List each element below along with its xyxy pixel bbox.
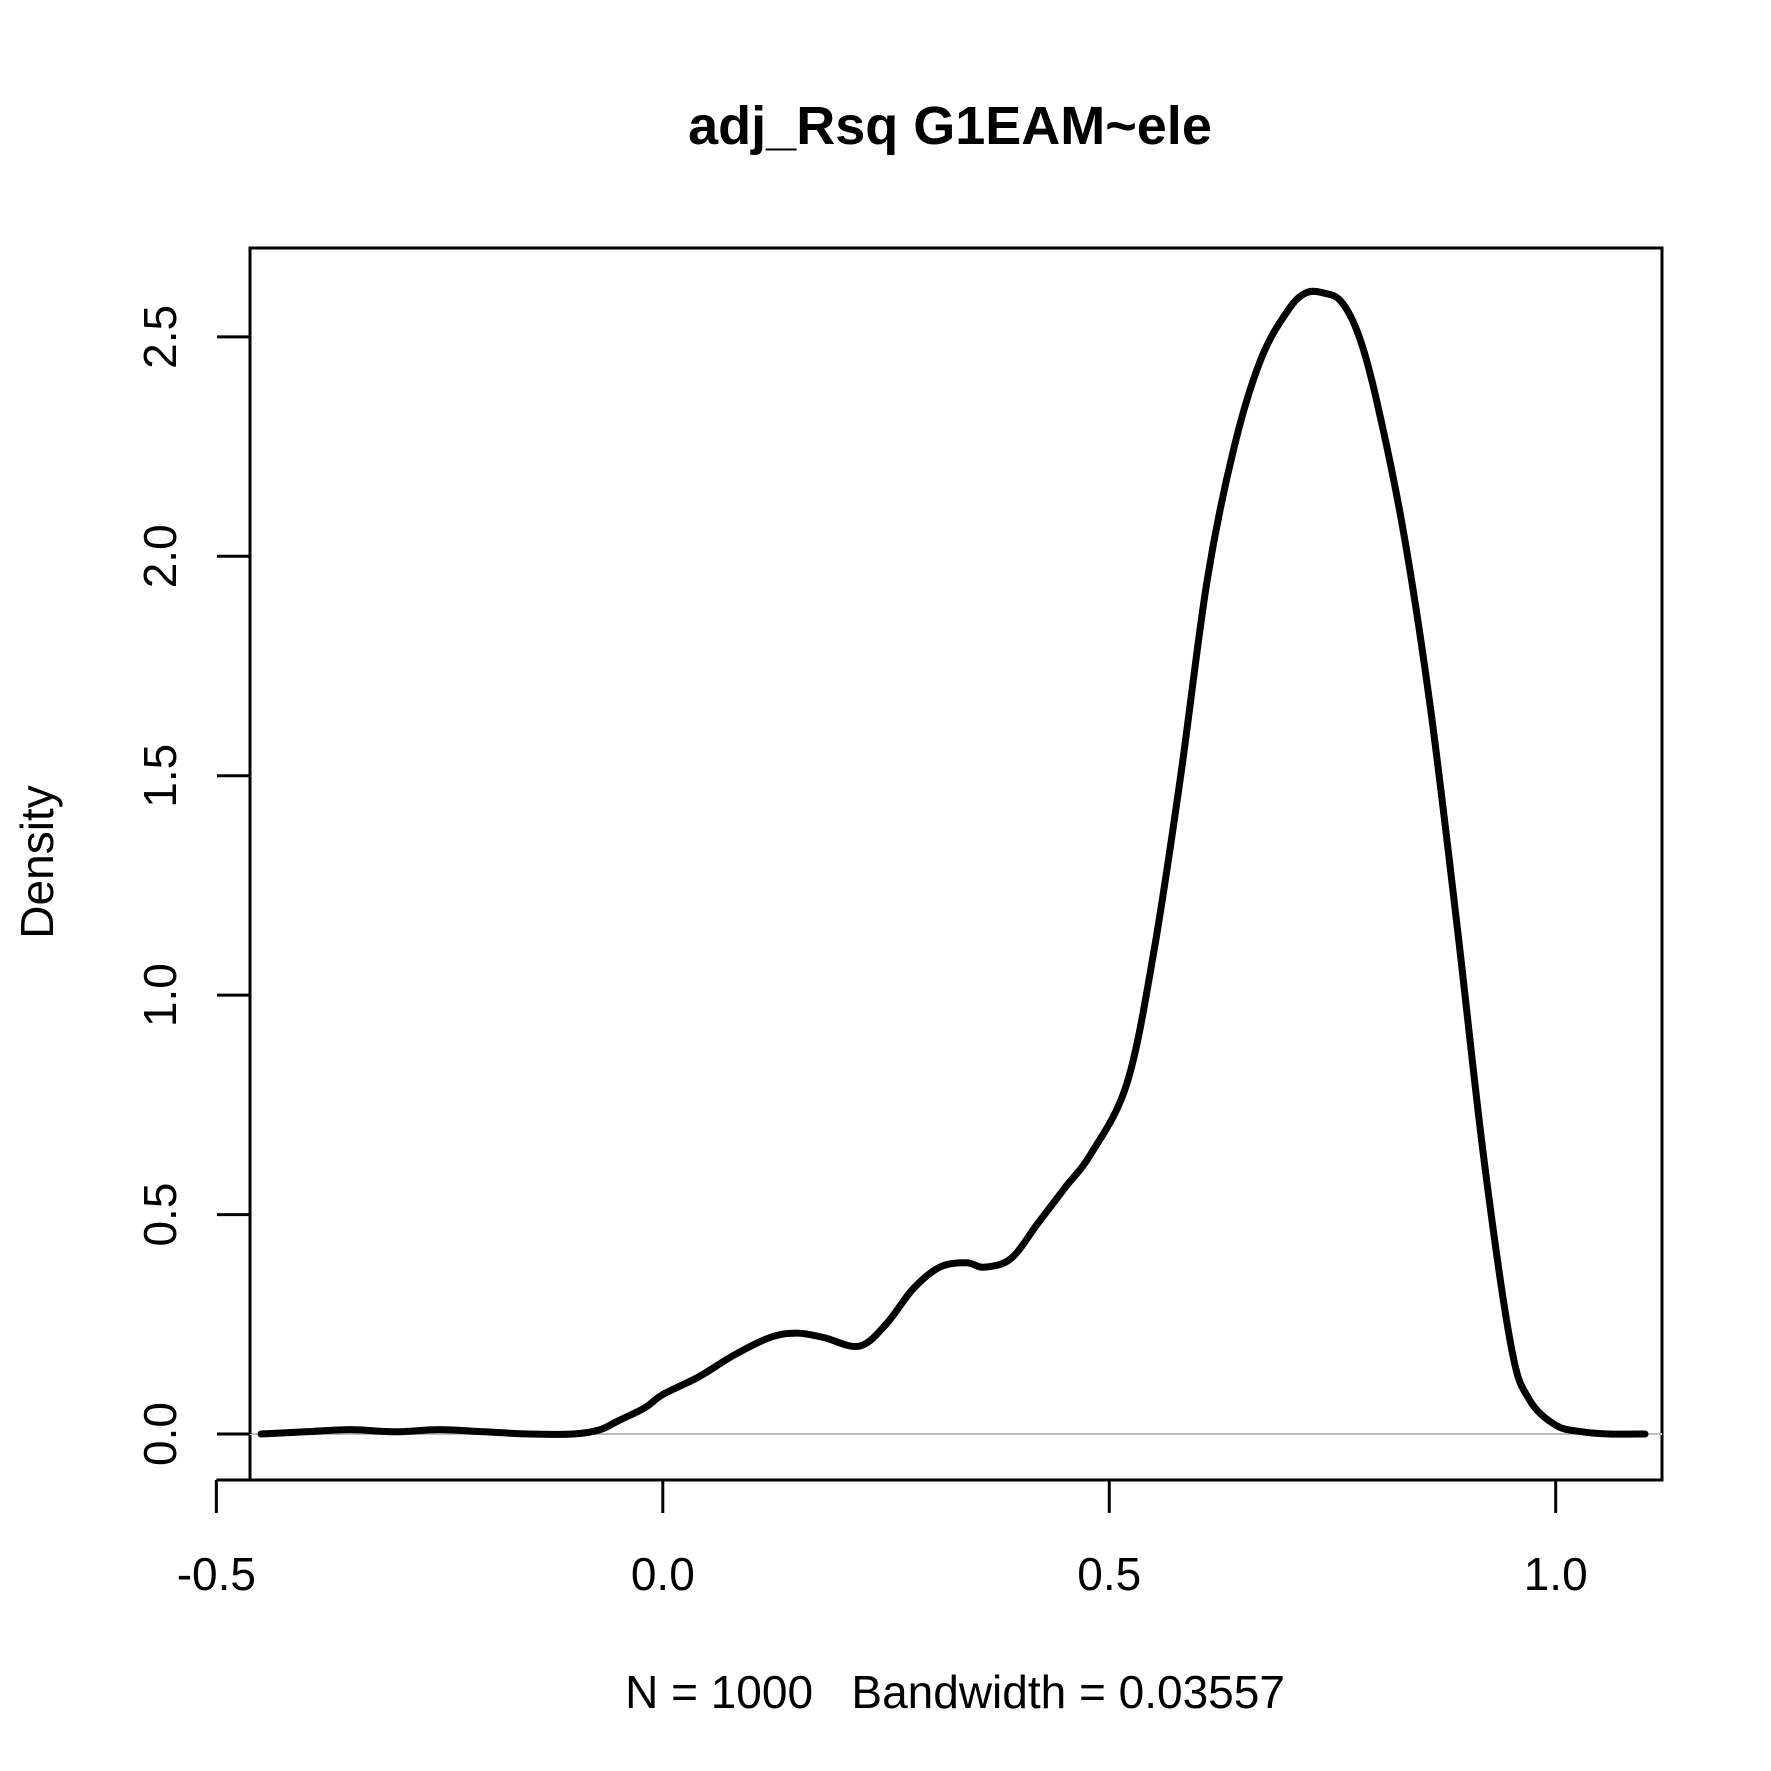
x-tick-label: -0.5 — [177, 1548, 256, 1600]
x-tick-label: 1.0 — [1524, 1548, 1588, 1600]
y-axis: 0.0 0.5 1.0 1.5 2.0 2.5 — [134, 305, 252, 1466]
y-tick-label: 0.0 — [134, 1402, 186, 1466]
y-axis-label: Density — [11, 785, 63, 938]
y-tick-label: 1.0 — [134, 963, 186, 1027]
y-tick-label: 2.0 — [134, 524, 186, 588]
y-tick-label: 2.5 — [134, 305, 186, 369]
y-tick-label: 1.5 — [134, 744, 186, 808]
density-curve — [257, 287, 1649, 1438]
chart-title: adj_Rsq G1EAM~ele — [688, 96, 1212, 156]
x-axis-label: N = 1000 Bandwidth = 0.03557 — [625, 1666, 1285, 1718]
x-axis: -0.5 0.0 0.5 1.0 — [177, 1478, 1588, 1600]
x-tick-label: 0.0 — [631, 1548, 695, 1600]
y-tick-label: 0.5 — [134, 1183, 186, 1247]
x-tick-label: 0.5 — [1077, 1548, 1141, 1600]
